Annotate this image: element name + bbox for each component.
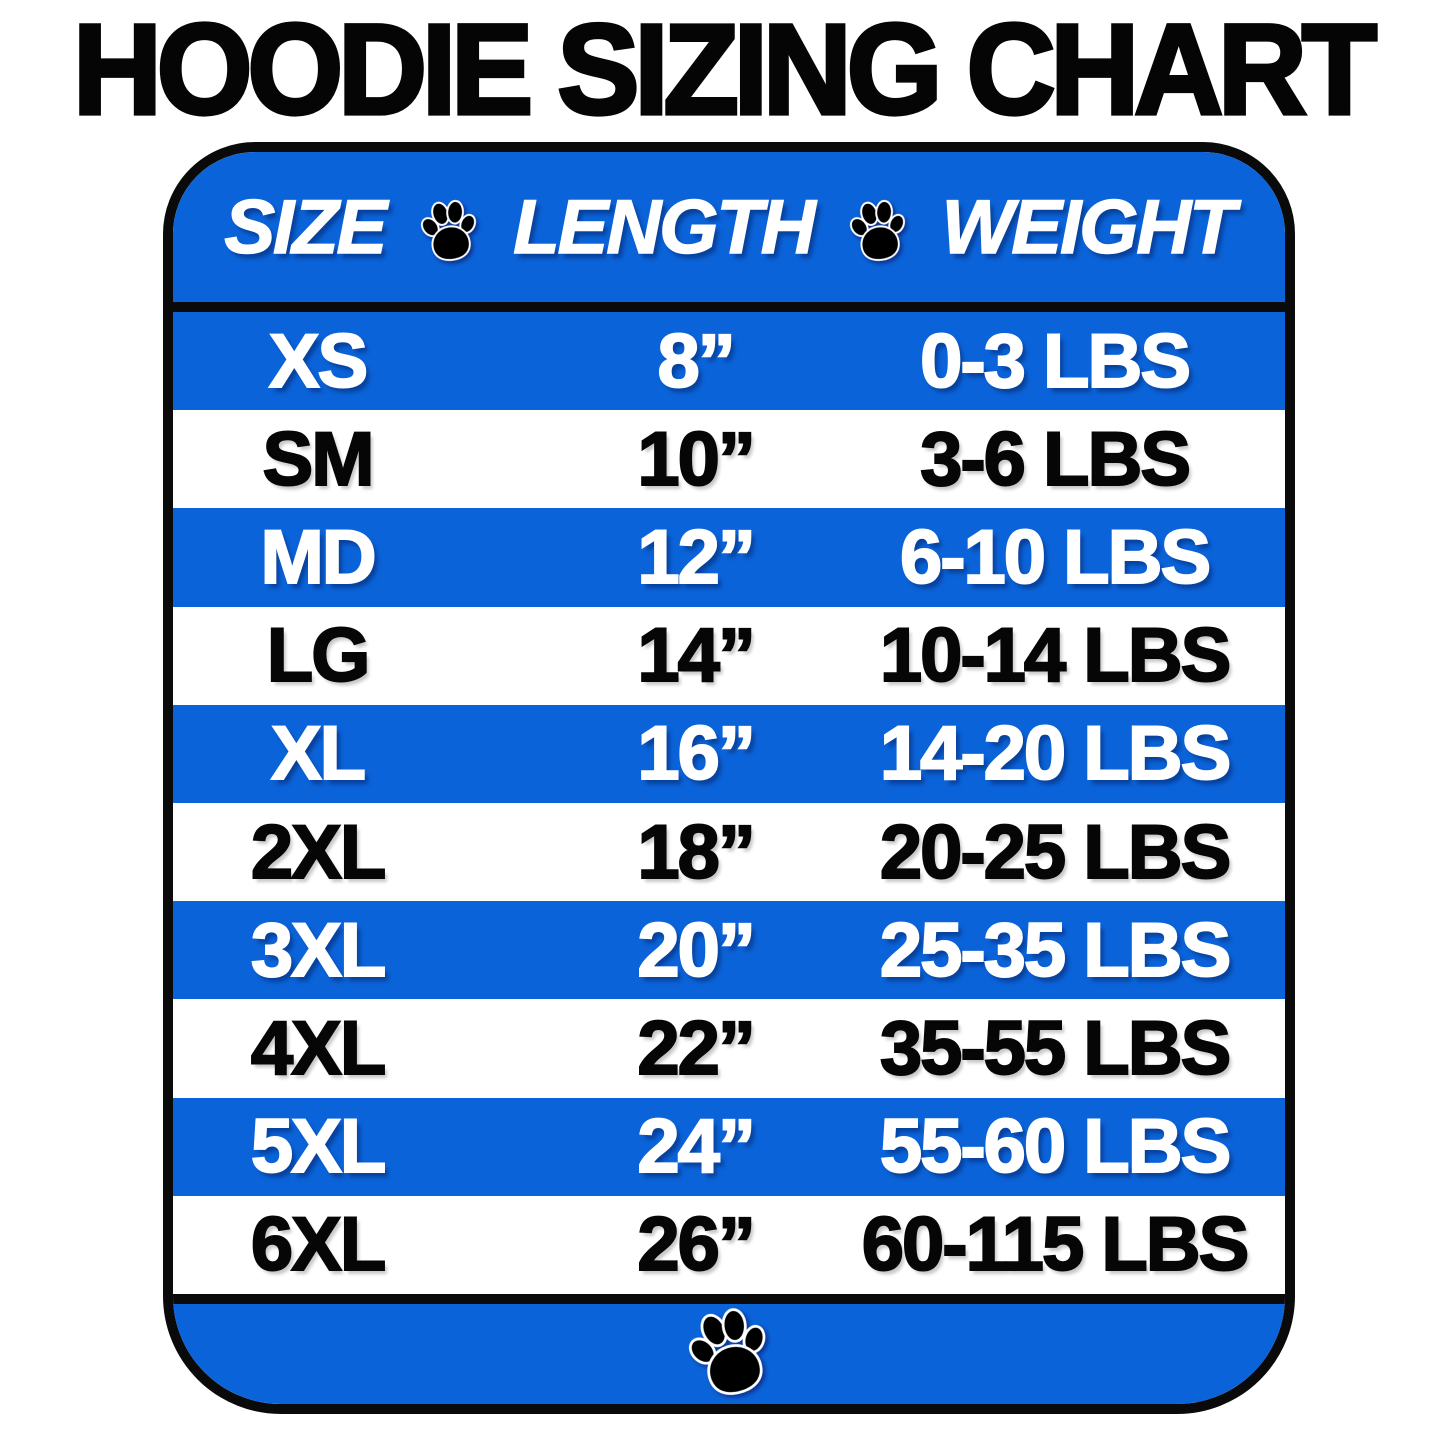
weight-cell: 25-35 LBS [879,907,1232,994]
size-cell: LG [266,612,372,699]
length-cell: 18” [636,809,757,896]
size-cell: SM [262,416,376,503]
size-cell: XS [268,318,369,405]
sizing-chart-card: SIZE LENGTH WEIGHT XS 8” 0-3 LBS SM 10” … [163,142,1295,1414]
size-cell: 2XL [250,809,387,896]
header-divider [173,302,1285,312]
sizing-table-body: XS 8” 0-3 LBS SM 10” 3-6 LBS MD 12” 6-10… [173,312,1285,1295]
weight-cell: 6-10 LBS [899,514,1212,601]
length-cell: 24” [636,1103,757,1190]
table-row: XL 16” 14-20 LBS [173,704,1285,804]
size-cell: XL [270,710,367,797]
size-cell: MD [259,514,377,601]
weight-cell: 0-3 LBS [919,318,1192,405]
length-cell: 26” [636,1201,757,1288]
length-cell: 8” [656,318,736,405]
size-column-header: SIZE [224,184,388,271]
weight-cell: 20-25 LBS [879,809,1232,896]
size-cell: 5XL [250,1103,387,1190]
table-row: XS 8” 0-3 LBS [173,312,1285,411]
length-column-header: LENGTH [512,184,816,271]
size-cell: 3XL [250,907,387,994]
table-header-row: SIZE LENGTH WEIGHT [173,152,1285,302]
page-title: HOODIE SIZING CHART [71,0,1379,143]
weight-cell: 35-55 LBS [879,1005,1232,1092]
card-footer [173,1304,1285,1404]
table-row: MD 12” 6-10 LBS [173,508,1285,607]
paw-icon [676,1295,782,1405]
weight-column-header: WEIGHT [941,184,1236,271]
paw-icon [844,193,912,265]
length-cell: 20” [636,907,757,994]
weight-cell: 55-60 LBS [879,1103,1232,1190]
table-row: 3XL 20” 25-35 LBS [173,901,1285,1000]
table-row: LG 14” 10-14 LBS [173,606,1285,705]
weight-cell: 3-6 LBS [919,416,1192,503]
footer-divider [173,1294,1285,1304]
table-row: 6XL 26” 60-115 LBS [173,1195,1285,1295]
table-row: SM 10” 3-6 LBS [173,410,1285,509]
length-cell: 14” [636,612,757,699]
length-cell: 10” [636,416,757,503]
paw-icon [415,193,483,265]
length-cell: 16” [636,710,757,797]
weight-cell: 60-115 LBS [861,1201,1251,1288]
weight-cell: 10-14 LBS [879,612,1232,699]
size-cell: 4XL [250,1005,387,1092]
weight-cell: 14-20 LBS [879,710,1232,797]
length-cell: 22” [636,1005,757,1092]
table-row: 4XL 22” 35-55 LBS [173,999,1285,1098]
table-row: 5XL 24” 55-60 LBS [173,1097,1285,1196]
length-cell: 12” [636,514,757,601]
size-cell: 6XL [250,1201,387,1288]
table-row: 2XL 18” 20-25 LBS [173,803,1285,902]
